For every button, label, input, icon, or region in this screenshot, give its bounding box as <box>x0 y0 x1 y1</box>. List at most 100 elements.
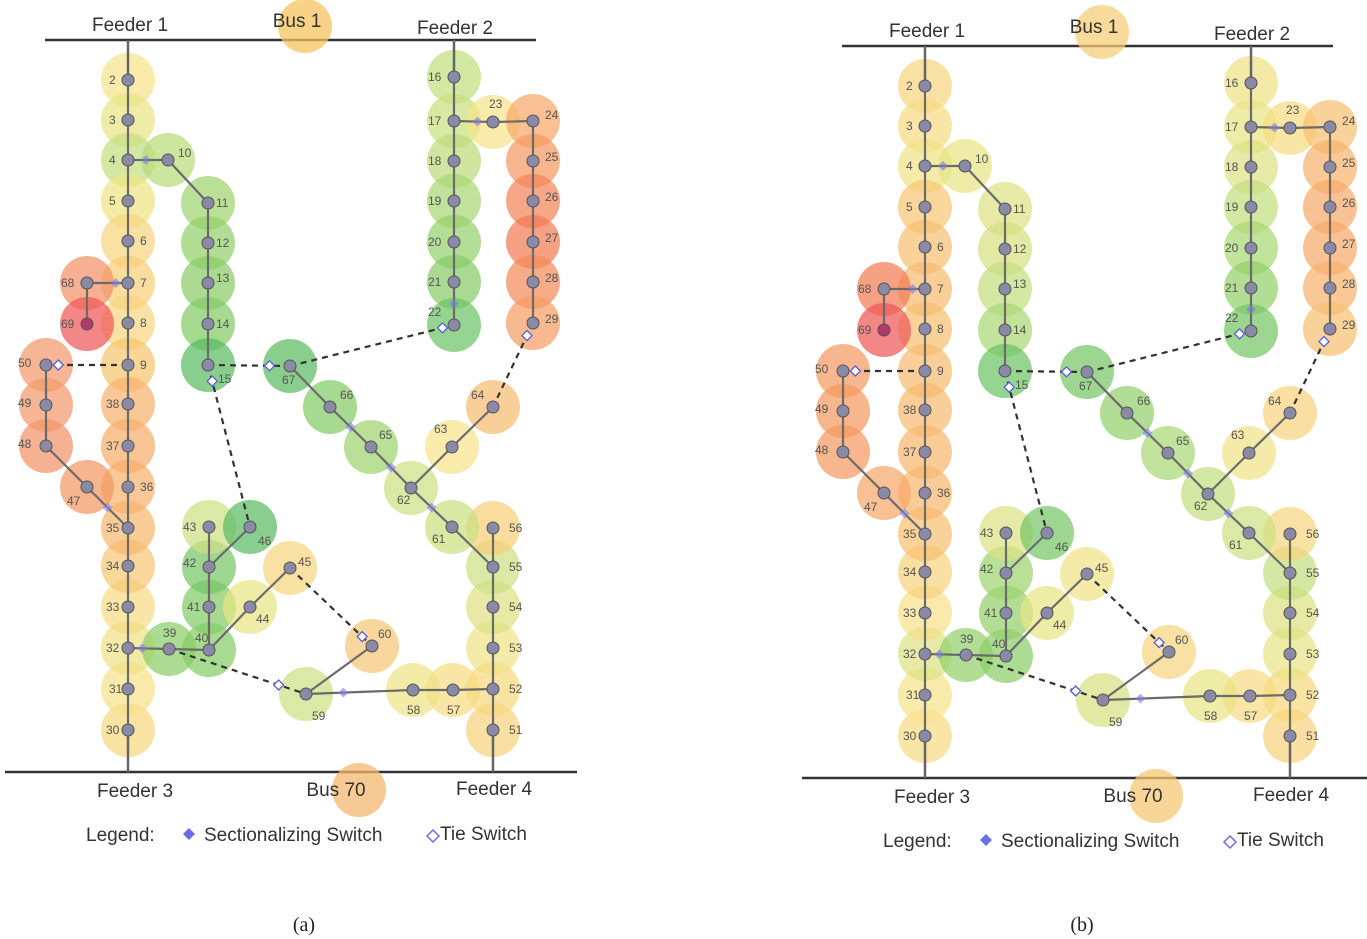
node-label-8: 8 <box>937 322 944 336</box>
node-30 <box>122 724 134 736</box>
node-2 <box>919 80 931 92</box>
node-label-3: 3 <box>109 113 116 127</box>
node-20 <box>448 236 460 248</box>
node-37 <box>122 440 134 452</box>
node-9 <box>122 359 134 371</box>
node-66 <box>324 401 336 413</box>
node-30 <box>919 730 931 742</box>
node-45 <box>284 562 296 574</box>
node-label-30: 30 <box>903 729 917 743</box>
node-68 <box>878 283 890 295</box>
node-label-3: 3 <box>906 119 913 133</box>
node-58 <box>1204 690 1216 702</box>
node-42 <box>203 561 215 573</box>
node-label-33: 33 <box>903 606 917 620</box>
node-16 <box>1245 77 1257 89</box>
node-label-46: 46 <box>258 534 272 548</box>
node-label-26: 26 <box>545 190 559 204</box>
node-56 <box>487 522 499 534</box>
node-label-5: 5 <box>906 200 913 214</box>
node-20 <box>1245 242 1257 254</box>
node-14 <box>999 324 1011 336</box>
node-68 <box>81 277 93 289</box>
node-label-20: 20 <box>428 235 442 249</box>
bus-1-label: Bus 1 <box>273 11 322 32</box>
node-label-23: 23 <box>1286 103 1300 117</box>
node-33 <box>919 607 931 619</box>
node-label-30: 30 <box>106 723 120 737</box>
node-label-15: 15 <box>1015 378 1029 392</box>
node-44 <box>244 601 256 613</box>
feeder-1-label: Feeder 1 <box>889 21 965 42</box>
node-28 <box>1324 282 1336 294</box>
node-21 <box>448 276 460 288</box>
network-panel-b: 2345678910111213141516171819202122232425… <box>802 5 1367 852</box>
node-32 <box>919 648 931 660</box>
node-38 <box>919 404 931 416</box>
node-label-59: 59 <box>1109 715 1123 729</box>
node-8 <box>122 317 134 329</box>
feeder-4-label: Feeder 4 <box>1253 785 1329 806</box>
node-label-35: 35 <box>106 521 120 535</box>
node-23 <box>1284 122 1296 134</box>
node-label-27: 27 <box>545 231 559 245</box>
node-label-66: 66 <box>1137 394 1151 408</box>
node-18 <box>1245 161 1257 173</box>
node-label-21: 21 <box>1225 281 1239 295</box>
legend-sectionalizing-switch-icon <box>183 828 195 840</box>
node-22 <box>448 319 460 331</box>
node-label-34: 34 <box>106 559 120 573</box>
node-label-14: 14 <box>1013 323 1027 337</box>
node-36 <box>919 487 931 499</box>
feeder-1-label: Feeder 1 <box>92 15 168 36</box>
node-59 <box>300 688 312 700</box>
node-43 <box>1000 527 1012 539</box>
node-label-45: 45 <box>1095 561 1109 575</box>
feeder-2-label: Feeder 2 <box>1214 24 1290 45</box>
node-23 <box>487 116 499 128</box>
node-label-27: 27 <box>1342 237 1356 251</box>
node-64 <box>487 401 499 413</box>
node-28 <box>527 276 539 288</box>
node-label-55: 55 <box>1306 566 1320 580</box>
node-label-64: 64 <box>471 388 485 402</box>
legend-title: Legend: <box>883 831 952 852</box>
node-57 <box>447 684 459 696</box>
node-label-37: 37 <box>106 439 120 453</box>
network-panel-a: 2345678910111213141516171819202122232425… <box>5 0 577 846</box>
node-label-13: 13 <box>216 271 230 285</box>
node-label-35: 35 <box>903 527 917 541</box>
node-43 <box>203 521 215 533</box>
node-label-48: 48 <box>815 443 829 457</box>
node-label-43: 43 <box>980 526 994 540</box>
node-19 <box>1245 201 1257 213</box>
node-label-65: 65 <box>1176 434 1190 448</box>
node-37 <box>919 446 931 458</box>
node-label-68: 68 <box>858 282 872 296</box>
node-label-39: 39 <box>960 632 974 646</box>
node-label-45: 45 <box>298 555 312 569</box>
node-label-58: 58 <box>407 703 421 717</box>
node-label-69: 69 <box>858 323 872 337</box>
node-label-7: 7 <box>140 276 147 290</box>
node-69 <box>878 324 890 336</box>
node-6 <box>122 235 134 247</box>
node-label-6: 6 <box>937 240 944 254</box>
node-label-50: 50 <box>18 356 32 370</box>
node-10 <box>959 160 971 172</box>
node-label-13: 13 <box>1013 277 1027 291</box>
node-57 <box>1244 690 1256 702</box>
node-label-12: 12 <box>216 236 230 250</box>
node-31 <box>919 689 931 701</box>
node-51 <box>1284 730 1296 742</box>
node-label-43: 43 <box>183 520 197 534</box>
node-label-60: 60 <box>378 627 392 641</box>
node-label-7: 7 <box>937 282 944 296</box>
node-label-42: 42 <box>980 562 994 576</box>
legend-tie-label: Tie Switch <box>440 824 527 845</box>
node-14 <box>202 318 214 330</box>
panel-caption-a: (a) <box>293 914 315 936</box>
node-3 <box>122 114 134 126</box>
node-7 <box>919 283 931 295</box>
